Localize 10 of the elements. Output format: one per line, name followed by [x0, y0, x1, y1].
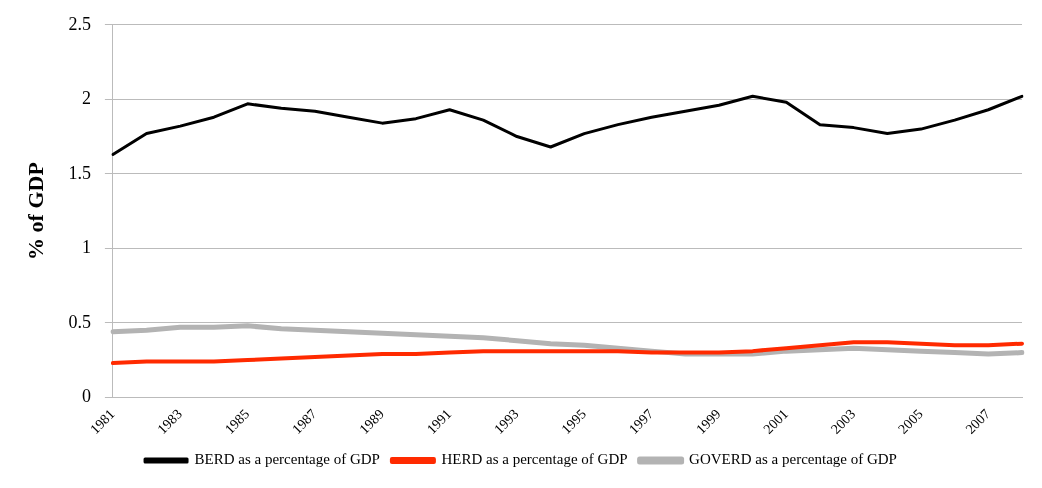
y-tick-label: 0 [81, 386, 91, 407]
y-tick-label: 0.5 [68, 311, 91, 332]
legend-label: HERD as a percentage of GDP [441, 451, 628, 468]
legend-label: GOVERD as a percentage of GDP [689, 451, 897, 468]
legend-label: BERD as a percentage of GDP [194, 451, 380, 468]
y-tick-label: 1.5 [68, 162, 91, 183]
y-tick-label: 2.5 [68, 13, 91, 34]
y-axis-title: % of GDP [22, 162, 48, 260]
y-tick-label: 2 [81, 88, 91, 109]
y-tick-label: 1 [81, 237, 91, 258]
